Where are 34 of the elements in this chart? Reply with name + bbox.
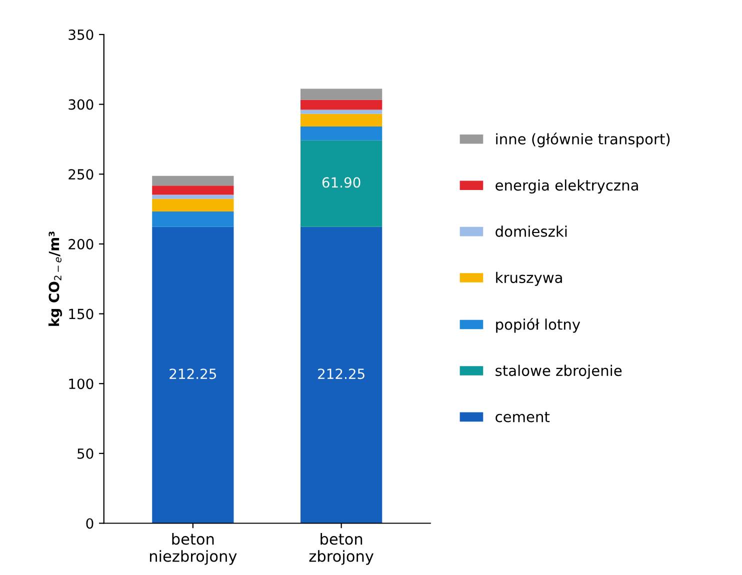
bar <box>300 88 382 100</box>
bar <box>300 114 382 126</box>
data-label: 212.25 <box>170 368 216 380</box>
legend-label: cement <box>496 412 550 422</box>
legend-label: kruszywa <box>496 272 562 286</box>
bar <box>300 100 382 110</box>
legend-label: stalowe zbrojenie <box>496 364 622 379</box>
bar <box>152 226 234 524</box>
x-tick-label: beton zbrojony <box>309 532 374 565</box>
bar <box>152 194 234 199</box>
y-tick-label: 100 <box>69 378 94 390</box>
bar <box>152 198 234 212</box>
legend-label: domieszki <box>496 226 567 237</box>
bar <box>300 226 382 524</box>
legend-label: popiół lotny <box>496 318 580 333</box>
y-tick-label: 150 <box>69 308 94 320</box>
legend-label: energia elektryczna <box>496 179 638 194</box>
bar <box>152 176 234 186</box>
x-tick-label: beton niezbrojony <box>150 532 237 565</box>
data-label: 61.90 <box>322 177 360 188</box>
y-axis-title: kg CO$_{2−e}$/m³ <box>48 232 62 326</box>
data-label: 212.25 <box>318 368 364 380</box>
legend-label: inne (głównie transport) <box>496 132 670 148</box>
y-tick-label: 50 <box>78 448 94 459</box>
y-tick-label: 0 <box>86 518 94 529</box>
y-tick-label: 200 <box>68 238 94 250</box>
bar <box>300 126 382 140</box>
y-tick-label: 250 <box>68 169 94 180</box>
bar <box>152 186 234 195</box>
bar <box>152 211 234 227</box>
bar <box>300 110 382 114</box>
y-tick-label: 350 <box>68 29 94 40</box>
bar <box>300 140 382 227</box>
y-tick-label: 300 <box>68 99 94 110</box>
